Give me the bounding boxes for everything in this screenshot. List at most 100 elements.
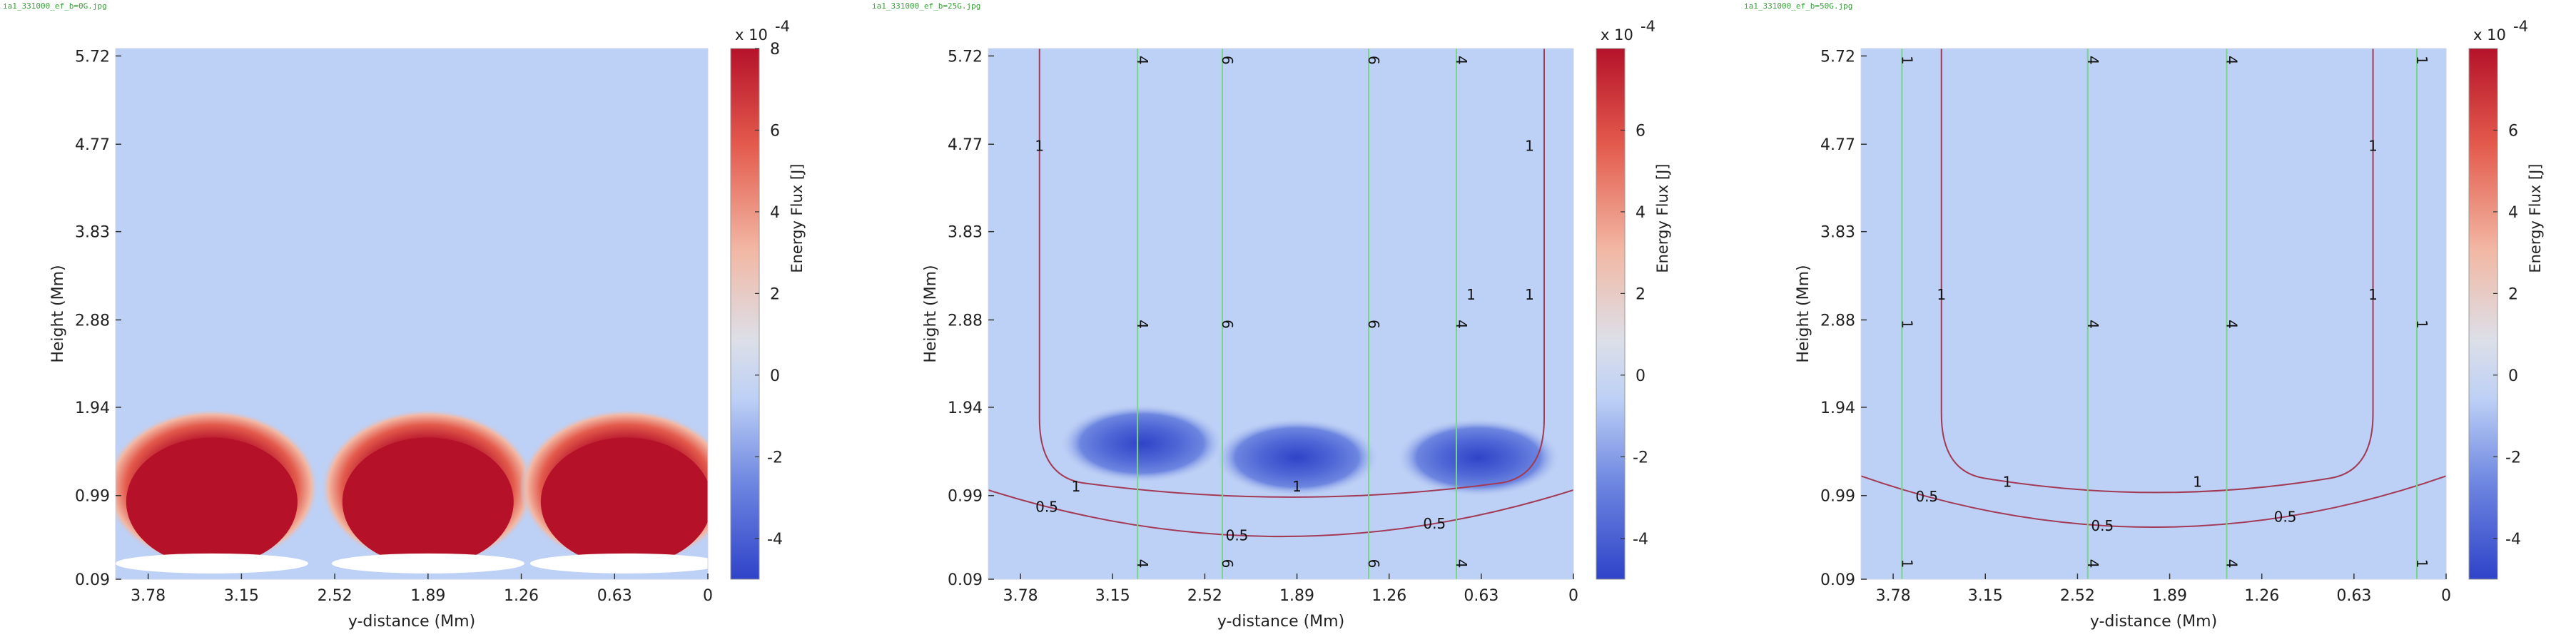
contour-label: 4 bbox=[1134, 559, 1151, 569]
x-tick-label: 1.26 bbox=[1371, 587, 1406, 605]
x-tick-label: 0.63 bbox=[597, 587, 632, 605]
colorbar-tick-label: -2 bbox=[2505, 449, 2521, 467]
colorbar-tick-label: -2 bbox=[767, 449, 783, 467]
y-axis-label: Height (Mm) bbox=[922, 265, 940, 362]
plot-frame bbox=[115, 48, 709, 580]
contour-label: 4 bbox=[2223, 320, 2241, 329]
colorbar-frame bbox=[2468, 48, 2498, 580]
contour-label: 1 bbox=[2368, 137, 2378, 154]
contour-label: 1 bbox=[2413, 56, 2430, 65]
chart-panel-2: ia1_331000_ef_b=25G.jpg 1 1 1 1 1 1 0.5 0.5 0.5 4 4… bbox=[872, 1, 1671, 631]
y-tick-label: 3.83 bbox=[948, 224, 983, 242]
contour-label: 4 bbox=[2084, 559, 2101, 569]
plot-frame bbox=[1860, 48, 2447, 580]
colorbar-tick-label: 2 bbox=[1636, 285, 1646, 303]
contour-label: 6 bbox=[1219, 559, 1236, 569]
contour-label: 4 bbox=[2084, 56, 2101, 65]
contour-label: 6 bbox=[1219, 320, 1236, 329]
colorbar-label: Energy Flux [J] bbox=[2527, 164, 2544, 273]
file-caption: ia1_331000_ef_b=25G.jpg bbox=[872, 1, 980, 11]
y-tick-label: 1.94 bbox=[75, 399, 110, 417]
contour-label: 4 bbox=[2223, 559, 2241, 569]
colorbar-exponent-power: -4 bbox=[775, 18, 790, 35]
contour-label: 6 bbox=[1365, 559, 1382, 569]
chart-panel-1: ia1_331000_ef_b=0G.jpg 0.09 0.99 1.94 2.88 3.… bbox=[3, 1, 806, 631]
white-band-3 bbox=[529, 553, 708, 574]
contour-label: 1 bbox=[2368, 286, 2378, 303]
hot-core-2 bbox=[342, 437, 514, 566]
colorbar-tick-label: 2 bbox=[2508, 285, 2518, 303]
contour-label: 6 bbox=[1365, 320, 1382, 329]
y-axis-label: Height (Mm) bbox=[1795, 265, 1812, 362]
y-tick-label: 5.72 bbox=[1820, 48, 1855, 66]
heatmap-features: 1 1 1 1 1 1 0.5 0.5 0.5 4 4 4 6 6 6 6 6 6 4 4 4 bbox=[988, 49, 1573, 579]
y-tick-label: 4.77 bbox=[948, 136, 983, 154]
contour-label: 1 bbox=[2413, 559, 2430, 569]
colorbar-tick-label: 2 bbox=[770, 285, 780, 303]
x-tick-label: 1.89 bbox=[2152, 587, 2187, 605]
y-tick-label: 2.88 bbox=[1820, 312, 1855, 330]
colorbar-tick-label: 4 bbox=[770, 204, 780, 222]
contour-label: 1 bbox=[1466, 286, 1476, 303]
contour-label: 1 bbox=[1292, 478, 1302, 495]
heatmap-features: 1 1 1 1 1 0.5 0.5 0.5 1 1 1 4 4 4 4 4 4 1 1 1 bbox=[1861, 49, 2446, 579]
colorbar-frame bbox=[730, 48, 760, 580]
x-tick-label: 3.15 bbox=[1095, 587, 1130, 605]
colorbar-exponent-power: -4 bbox=[2513, 18, 2528, 35]
contour-label: 4 bbox=[1453, 559, 1470, 569]
x-axis-label: y-distance (Mm) bbox=[348, 613, 475, 631]
colorbar-tick-label: 6 bbox=[770, 122, 780, 140]
cold-spot-1 bbox=[1060, 404, 1224, 483]
x-tick-label: 1.89 bbox=[410, 587, 445, 605]
cold-spot-3 bbox=[1396, 418, 1561, 497]
contour-label: 1 bbox=[2003, 473, 2012, 490]
contour-label: 0.5 bbox=[1035, 498, 1058, 515]
contour-label: 4 bbox=[2223, 56, 2241, 65]
contour-label: 1 bbox=[1937, 286, 1946, 303]
y-tick-label: 4.77 bbox=[1820, 136, 1855, 154]
contour-label: 1 bbox=[1898, 56, 1915, 65]
contour-label: 0.5 bbox=[1915, 488, 1938, 505]
x-tick-label: 0 bbox=[1568, 587, 1578, 605]
y-tick-label: 5.72 bbox=[75, 48, 110, 66]
contour-label: 1 bbox=[1072, 478, 1081, 495]
colorbar-frame bbox=[1596, 48, 1626, 580]
contour-label: 1 bbox=[1898, 559, 1915, 569]
x-tick-label: 3.15 bbox=[224, 587, 259, 605]
colorbar-exponent: x 10 bbox=[735, 26, 768, 44]
colorbar-tick-label: -4 bbox=[767, 531, 783, 549]
x-axis-label: y-distance (Mm) bbox=[2090, 613, 2217, 631]
x-tick-label: 0 bbox=[703, 587, 713, 605]
contour-label: 0.5 bbox=[1226, 527, 1249, 544]
contour-line-0.5 bbox=[988, 489, 1573, 538]
colorbar-tick-label: 4 bbox=[2508, 204, 2518, 222]
contour-label: 0.5 bbox=[2091, 517, 2114, 534]
contour-label: 6 bbox=[1365, 56, 1382, 65]
heatmap-field bbox=[988, 49, 1573, 579]
contour-label: 0.5 bbox=[2274, 509, 2297, 526]
x-tick-label: 0 bbox=[2441, 587, 2451, 605]
colorbar-tick-label: 0 bbox=[770, 367, 780, 385]
x-tick-label: 2.52 bbox=[2060, 587, 2095, 605]
heatmap-features bbox=[116, 409, 708, 574]
y-tick-label: 1.94 bbox=[948, 399, 983, 417]
file-caption: ia1_331000_ef_b=50G.jpg bbox=[1744, 1, 1852, 11]
heatmap-field bbox=[1861, 49, 2446, 579]
colorbar bbox=[2469, 49, 2498, 579]
colorbar-tick-label: -4 bbox=[2505, 531, 2521, 549]
colorbar-tick-label: 6 bbox=[2508, 122, 2518, 140]
colorbar-exponent: x 10 bbox=[1601, 26, 1633, 44]
colorbar-tick-label: -4 bbox=[1633, 531, 1648, 549]
colorbar-label: Energy Flux [J] bbox=[1654, 164, 1671, 273]
contour-label: 4 bbox=[1134, 56, 1151, 65]
contour-label: 1 bbox=[1035, 137, 1044, 154]
contour-label: 4 bbox=[1453, 320, 1470, 329]
plot-frame bbox=[988, 48, 1574, 580]
y-tick-label: 2.88 bbox=[75, 312, 110, 330]
y-tick-label: 0.09 bbox=[948, 571, 983, 589]
x-tick-label: 1.26 bbox=[504, 587, 539, 605]
contour-label: 1 bbox=[2193, 473, 2202, 490]
contour-line-0.5 bbox=[1861, 475, 2446, 529]
y-tick-label: 0.99 bbox=[948, 488, 983, 506]
